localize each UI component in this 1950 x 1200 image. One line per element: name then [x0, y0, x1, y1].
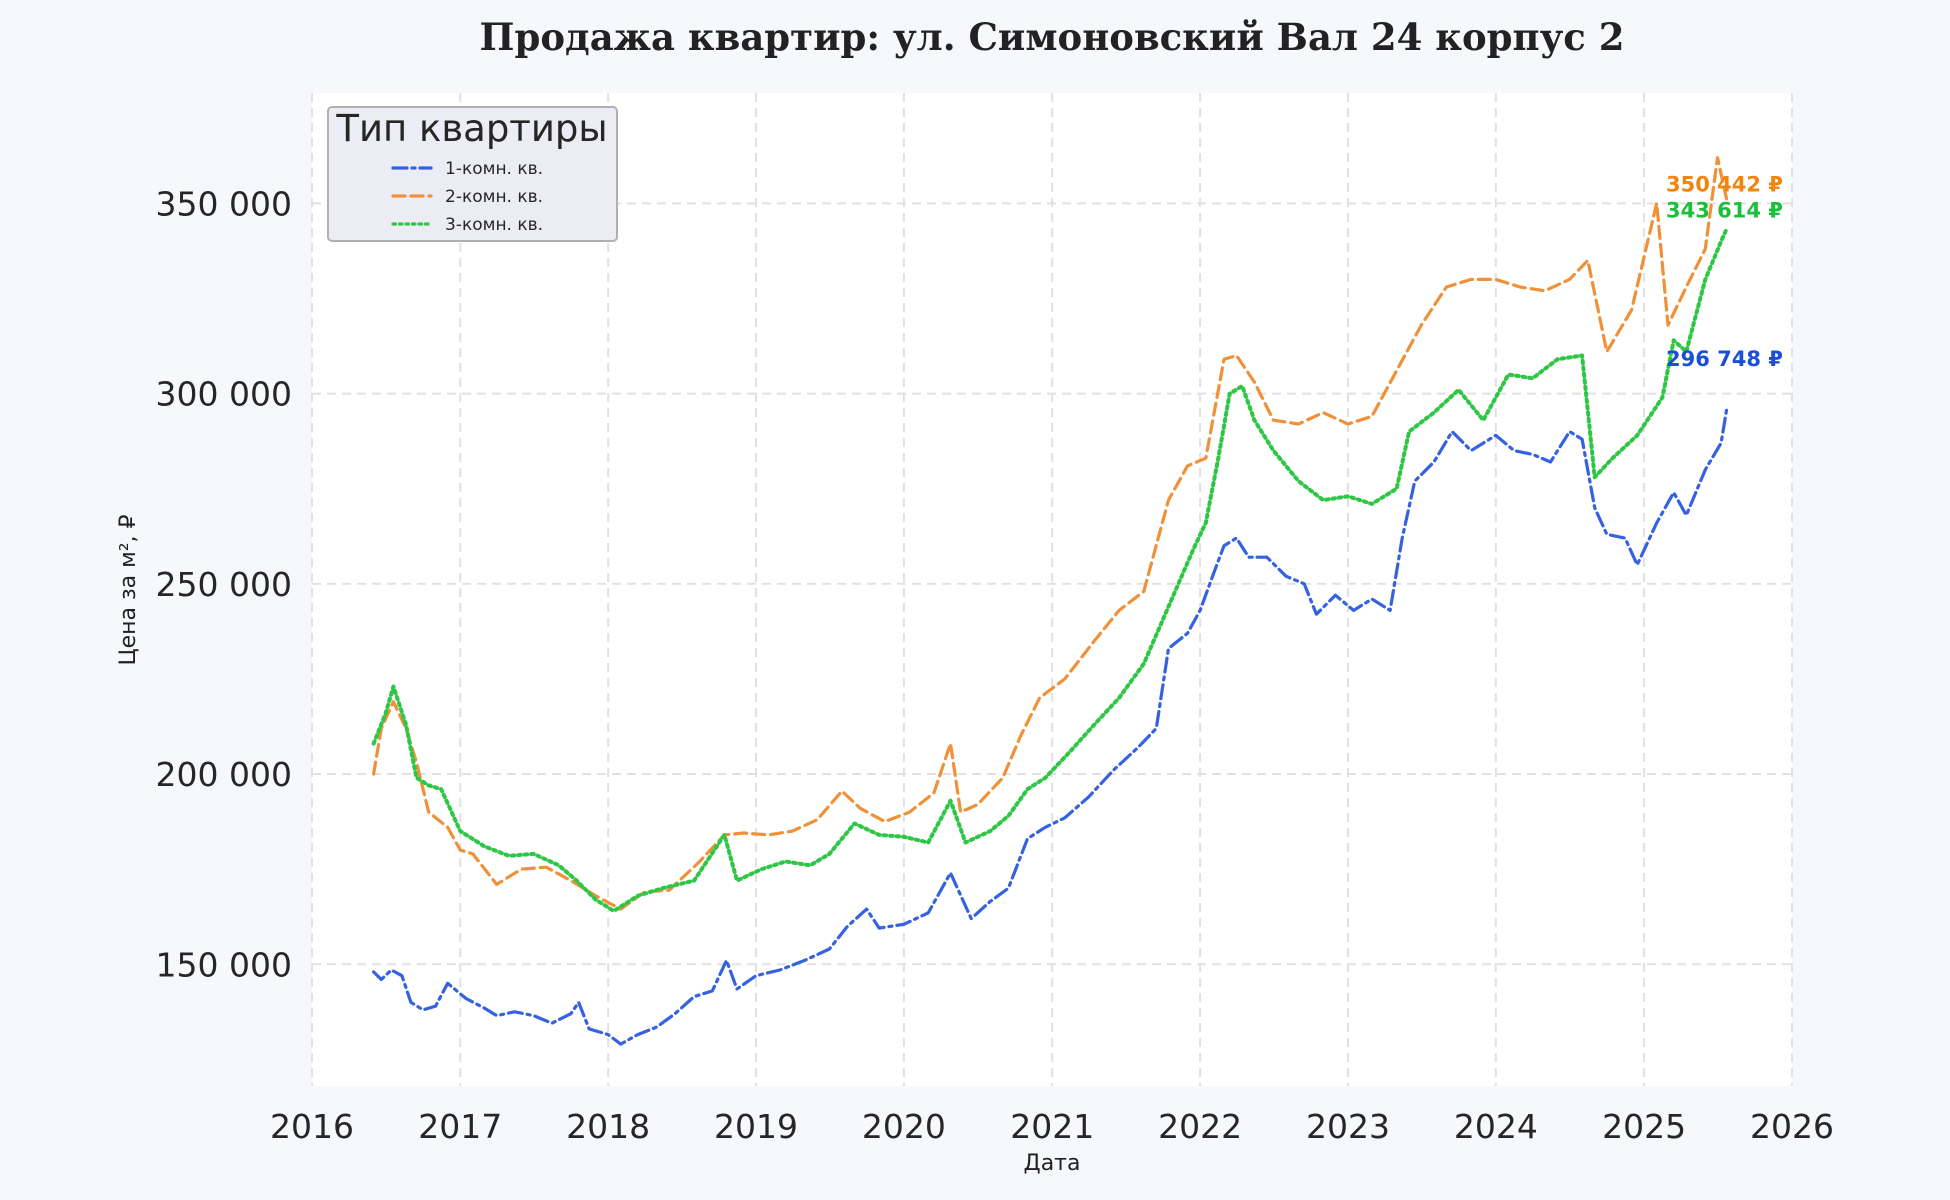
series-line-2 [372, 156, 1729, 911]
x-tick-label: 2021 [1010, 1107, 1094, 1146]
legend-entry-2: 2-комн. кв. [445, 187, 543, 207]
y-tick-label: 150 000 [156, 945, 292, 984]
legend-box [327, 106, 618, 242]
y-axis-ticks: 150 000 200 000 250 000 300 000 350 000 [156, 184, 292, 984]
x-tick-label: 2025 [1602, 1107, 1686, 1146]
x-tick-label: 2023 [1306, 1107, 1390, 1146]
x-tick-label: 2024 [1454, 1107, 1538, 1146]
end-label-3: 343 614 ₽ [1666, 199, 1783, 223]
x-tick-label: 2026 [1750, 1107, 1834, 1146]
x-tick-label: 2016 [270, 1107, 354, 1146]
legend-entry-3: 3-комн. кв. [445, 215, 543, 235]
x-tick-label: 2022 [1158, 1107, 1242, 1146]
chart-title: Продажа квартир: ул. Симоновский Вал 24 … [480, 15, 1625, 59]
x-axis-ticks: 2016 2017 2018 2019 2020 2021 2022 2023 2024 2025… [270, 1107, 1834, 1146]
x-tick-label: 2018 [566, 1107, 650, 1146]
end-label-1: 296 748 ₽ [1666, 347, 1783, 371]
legend: Тип квартиры 1-комн. кв. 2-комн. кв. 3-ком… [327, 106, 618, 242]
y-tick-label: 250 000 [156, 565, 292, 604]
x-tick-label: 2017 [418, 1107, 502, 1146]
y-tick-label: 350 000 [156, 184, 292, 223]
y-tick-label: 300 000 [156, 375, 292, 414]
y-tick-label: 200 000 [156, 755, 292, 794]
series-line-3 [371, 225, 1730, 913]
x-tick-label: 2020 [862, 1107, 946, 1146]
series-layer [371, 156, 1730, 1046]
y-axis-label: Цена за м², ₽ [116, 514, 141, 665]
end-labels: 296 748 ₽ 350 442 ₽343 614 ₽ [1666, 173, 1783, 371]
end-label-2: 350 442 ₽ [1666, 173, 1783, 197]
x-axis-label: Дата [1024, 1151, 1081, 1176]
legend-entry-1: 1-комн. кв. [445, 159, 543, 179]
x-tick-label: 2019 [714, 1107, 798, 1146]
legend-title: Тип квартиры [335, 107, 607, 150]
series-line-1 [372, 404, 1729, 1046]
